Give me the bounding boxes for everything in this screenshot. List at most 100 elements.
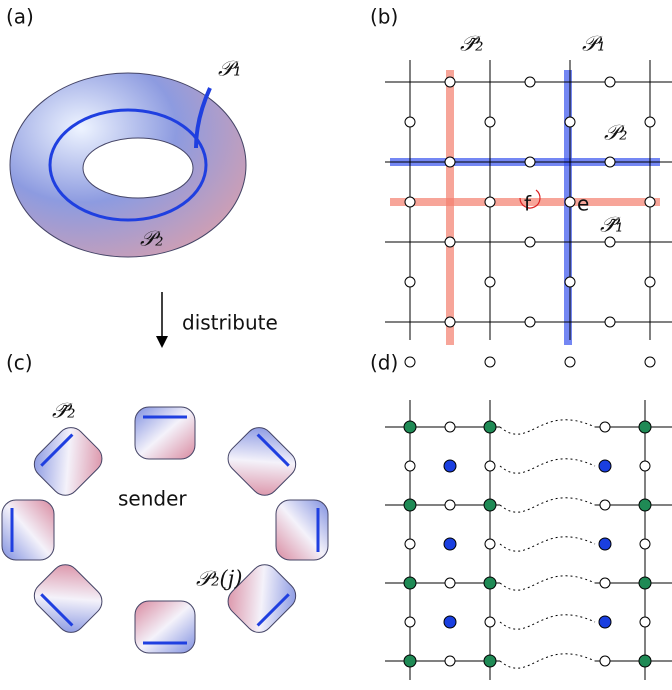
- qubit: [405, 197, 415, 207]
- segment: [29, 559, 108, 638]
- qubit: [605, 317, 615, 327]
- arrow-label: distribute: [182, 311, 278, 335]
- segment: [276, 500, 328, 560]
- annotation: 𝒫₂(j): [196, 567, 242, 591]
- qubit: [600, 578, 610, 588]
- annotation: 𝒫̃₂: [52, 399, 76, 423]
- segment-body: [2, 500, 54, 560]
- qubit: [444, 538, 456, 550]
- qubit: [444, 460, 456, 472]
- qubit: [605, 157, 615, 167]
- segment-body: [29, 422, 108, 501]
- link: [500, 654, 595, 668]
- qubit: [525, 157, 535, 167]
- segment: [29, 422, 108, 501]
- segment-body: [135, 601, 195, 653]
- qubit: [565, 117, 575, 127]
- link: [500, 459, 595, 473]
- qubit: [405, 461, 415, 471]
- qubit: [404, 577, 416, 589]
- qubit: [405, 117, 415, 127]
- segment: [135, 601, 195, 653]
- qubit: [600, 500, 610, 510]
- figure: (a) (b) (c) (d) 𝒫₁ 𝒫₂ distribute 𝒫̃₂ 𝒫₁ …: [0, 0, 672, 686]
- segment-body: [29, 559, 108, 638]
- qubit: [484, 577, 496, 589]
- segment-body: [276, 500, 328, 560]
- qubit: [645, 117, 655, 127]
- qubit: [485, 461, 495, 471]
- qubit: [405, 357, 415, 367]
- annotation: 𝒫₂: [604, 121, 628, 145]
- qubit: [405, 539, 415, 549]
- annotation: 𝒫₁: [218, 57, 242, 81]
- panel-label: (a): [6, 5, 34, 29]
- panel-label: (c): [6, 351, 33, 375]
- qubit: [640, 461, 650, 471]
- qubit: [485, 617, 495, 627]
- annotation: 𝒫₂: [140, 227, 164, 251]
- qubit: [525, 237, 535, 247]
- qubit: [445, 578, 455, 588]
- qubit: [405, 277, 415, 287]
- qubit: [445, 77, 455, 87]
- annotation: 𝒫₁: [582, 32, 606, 56]
- qubit: [605, 237, 615, 247]
- qubit: [445, 500, 455, 510]
- qubit: [640, 617, 650, 627]
- link: [500, 615, 595, 629]
- qubit: [639, 421, 651, 433]
- qubit: [599, 616, 611, 628]
- link: [500, 537, 595, 551]
- segment-body: [135, 407, 195, 459]
- link: [500, 498, 595, 512]
- qubit: [605, 77, 615, 87]
- qubit: [639, 655, 651, 667]
- qubit: [445, 317, 455, 327]
- qubit: [404, 421, 416, 433]
- segment: [2, 500, 54, 560]
- qubit: [404, 655, 416, 667]
- segment-body: [222, 422, 301, 501]
- qubit: [645, 197, 655, 207]
- lattice: [385, 400, 672, 680]
- qubit: [645, 277, 655, 287]
- panel-label: (b): [370, 5, 398, 29]
- annotation: sender: [118, 487, 187, 511]
- qubit: [639, 499, 651, 511]
- qubit: [485, 197, 495, 207]
- qubit: [445, 237, 455, 247]
- annotation: e: [577, 192, 589, 216]
- page: {"panels": [ {"label": "(a)", "annotatio…: [0, 0, 672, 690]
- qubit: [404, 499, 416, 511]
- qubit: [485, 539, 495, 549]
- qubit: [525, 317, 535, 327]
- qubit: [640, 539, 650, 549]
- link: [500, 420, 595, 434]
- qubit: [565, 197, 575, 207]
- qubit: [599, 538, 611, 550]
- qubit: [485, 277, 495, 287]
- qubit: [600, 656, 610, 666]
- qubit: [485, 117, 495, 127]
- qubit: [565, 357, 575, 367]
- torus: [10, 73, 246, 257]
- qubit: [645, 357, 655, 367]
- qubit: [600, 422, 610, 432]
- qubit: [445, 157, 455, 167]
- qubit: [639, 577, 651, 589]
- segment: [135, 407, 195, 459]
- qubit: [525, 77, 535, 87]
- qubit: [485, 357, 495, 367]
- qubit: [484, 499, 496, 511]
- torus-segments: [2, 407, 328, 653]
- qubit: [565, 277, 575, 287]
- segment: [222, 422, 301, 501]
- qubit: [444, 616, 456, 628]
- link: [500, 576, 595, 590]
- annotation: 𝒫̃₁: [600, 213, 624, 237]
- qubit: [599, 460, 611, 472]
- qubit: [405, 617, 415, 627]
- annotation: 𝒫̃₂: [460, 32, 484, 56]
- panel-label: (d): [370, 351, 398, 375]
